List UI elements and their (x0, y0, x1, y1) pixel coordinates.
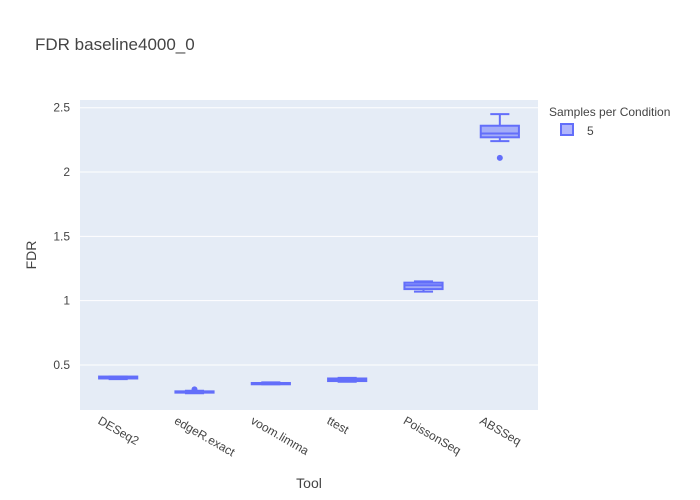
box-DESeq2[interactable] (98, 375, 139, 381)
box-PoissonSeq[interactable] (403, 280, 444, 293)
y-tick-label: 1.5 (53, 229, 70, 243)
box-outlier-point[interactable] (191, 386, 198, 393)
y-tick-label: 0.5 (53, 358, 70, 372)
legend-swatch[interactable] (560, 123, 574, 136)
y-tick-label: 2 (63, 165, 70, 179)
box-edgeR.exact[interactable] (174, 386, 215, 395)
legend[interactable]: Samples per Condition 5 (549, 105, 670, 138)
box-series (98, 113, 520, 395)
plot-area (80, 100, 538, 410)
box-ABSSeq[interactable] (479, 113, 520, 161)
box-ttest[interactable] (327, 376, 368, 383)
y-axis-title: FDR (23, 241, 39, 270)
y-tick-labels: 0.5 1 1.5 2 2.5 (53, 101, 70, 372)
box-body[interactable] (479, 124, 520, 139)
chart-title: FDR baseline4000_0 (35, 35, 195, 54)
box-outlier-point[interactable] (496, 154, 503, 161)
legend-title: Samples per Condition (549, 105, 670, 119)
y-tick-label: 1 (63, 294, 70, 308)
box-voom.limma[interactable] (250, 381, 291, 386)
y-tick-label: 2.5 (53, 101, 70, 115)
gridlines (80, 107, 538, 366)
legend-item-label[interactable]: 5 (587, 124, 594, 138)
x-axis-title: Tool (296, 475, 322, 491)
